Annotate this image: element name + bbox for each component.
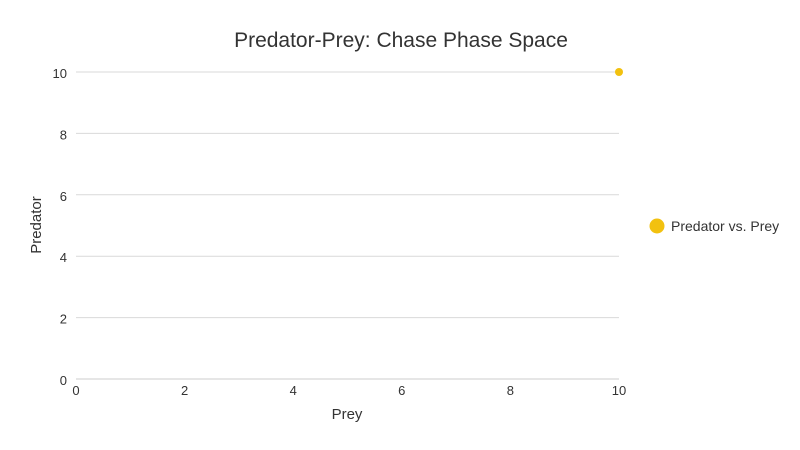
x-axis-ticks: 0 2 4 6 8 10 xyxy=(72,383,626,398)
y-tick-label: 10 xyxy=(53,66,67,81)
y-tick-label: 2 xyxy=(60,312,67,327)
x-axis-title: Prey xyxy=(332,406,363,423)
legend-marker xyxy=(649,218,665,234)
x-tick-label: 0 xyxy=(72,383,79,398)
y-tick-label: 0 xyxy=(60,373,67,388)
x-tick-label: 2 xyxy=(181,383,188,398)
gridlines xyxy=(76,71,619,319)
y-axis-title: Predator xyxy=(28,196,45,254)
data-point[interactable] xyxy=(615,68,623,76)
plot-area xyxy=(615,68,623,76)
x-tick-label: 10 xyxy=(612,383,626,398)
y-tick-label: 8 xyxy=(60,127,67,142)
chart-title: Predator-Prey: Chase Phase Space xyxy=(234,29,568,52)
y-tick-label: 4 xyxy=(60,250,67,265)
x-tick-label: 4 xyxy=(290,383,297,398)
x-tick-label: 8 xyxy=(507,383,514,398)
legend[interactable]: Predator vs. Prey xyxy=(649,218,780,234)
legend-label: Predator vs. Prey xyxy=(671,218,779,234)
y-tick-label: 6 xyxy=(60,189,67,204)
y-axis-ticks: 0 2 4 6 8 10 xyxy=(53,66,67,388)
x-tick-label: 6 xyxy=(398,383,405,398)
